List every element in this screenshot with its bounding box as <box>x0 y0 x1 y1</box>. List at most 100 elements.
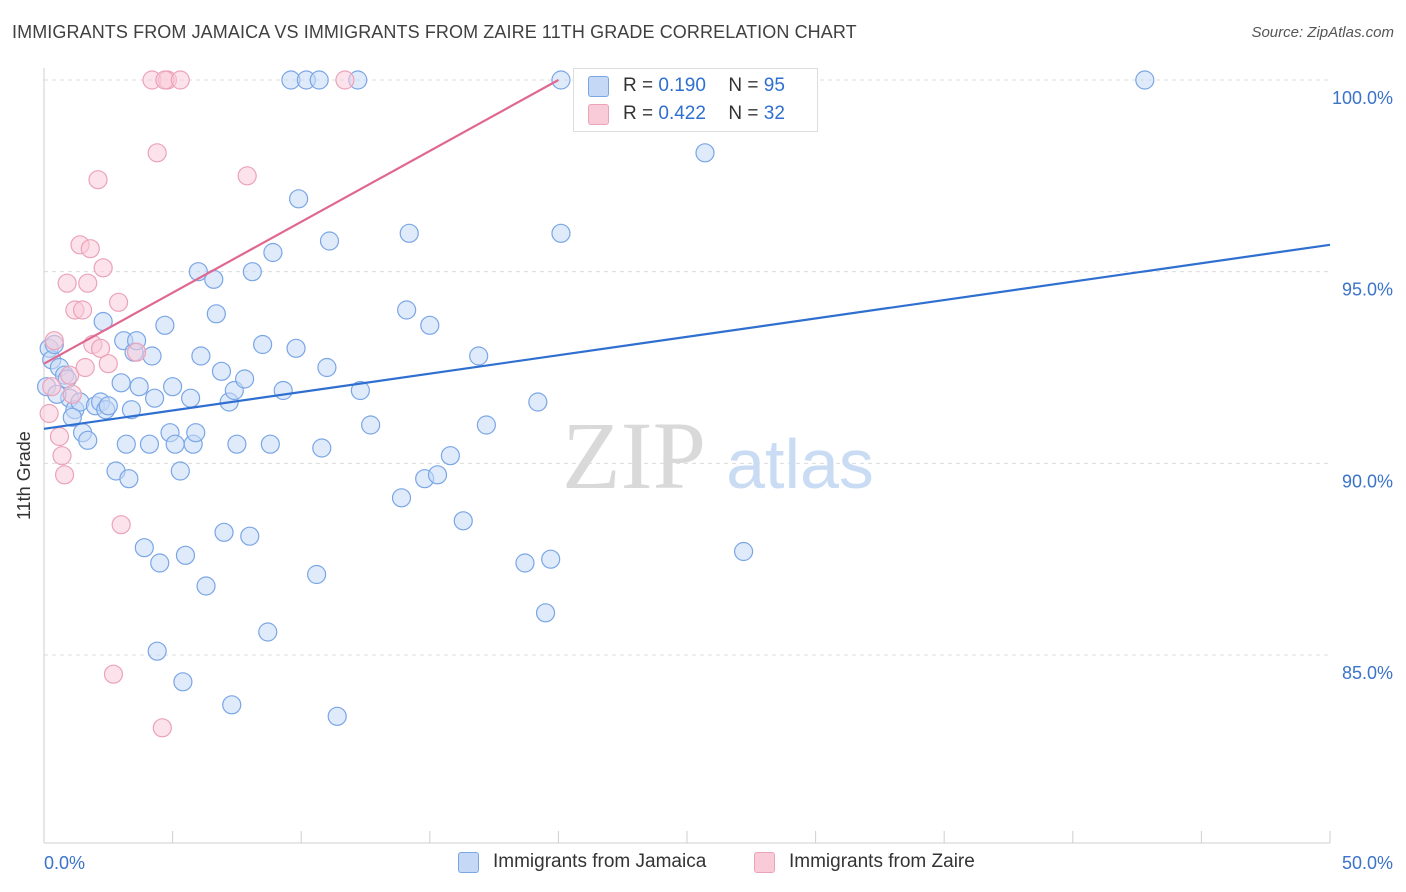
jamaica-point <box>98 396 118 416</box>
n-value: 95 <box>763 75 785 96</box>
jamaica-point <box>116 434 136 454</box>
jamaica-point <box>191 346 211 366</box>
jamaica-point <box>427 465 448 485</box>
zaire-swatch <box>588 103 609 125</box>
watermark-zip: ZIP <box>562 402 706 509</box>
jamaica-point <box>469 346 489 366</box>
y-tick-labels: 85.0% 90.0% 95.0% 100.0% <box>1332 88 1393 683</box>
jamaica-point <box>186 423 206 443</box>
n-label: N = <box>728 103 759 124</box>
legend-item-jamaica[interactable]: Immigrants from Jamaica <box>458 851 706 873</box>
legend-label-jamaica: Immigrants from Jamaica <box>493 851 707 872</box>
jamaica-point <box>309 70 329 90</box>
jamaica-point <box>327 706 347 726</box>
jamaica-point <box>319 231 340 251</box>
zaire-point <box>62 384 82 404</box>
y-tick-label: 100.0% <box>1332 88 1393 108</box>
y-tick-label: 95.0% <box>1342 280 1393 300</box>
jamaica-point <box>111 373 131 393</box>
zaire-point <box>111 515 131 535</box>
jamaica-point <box>147 641 167 661</box>
jamaica-point <box>242 262 262 282</box>
jamaica-point <box>165 434 185 454</box>
jamaica-point <box>515 553 535 573</box>
zaire-swatch <box>754 851 775 873</box>
zaire-point <box>75 357 95 378</box>
n-value: 32 <box>763 103 785 124</box>
zaire-point <box>147 143 167 163</box>
jamaica-point <box>420 315 440 335</box>
axes <box>43 68 1331 844</box>
zaire-point <box>335 70 355 90</box>
jamaica-point <box>260 434 280 454</box>
jamaica-point <box>312 438 332 458</box>
jamaica-point <box>733 541 754 562</box>
x-tick-labels: 0.0% 50.0% <box>44 853 1393 873</box>
zaire-point <box>57 273 77 293</box>
jamaica-point <box>181 388 201 408</box>
jamaica-points <box>36 70 1155 726</box>
jamaica-point <box>134 538 154 558</box>
jamaica-point <box>541 549 561 569</box>
jamaica-point <box>139 434 160 454</box>
jamaica-point <box>307 564 327 585</box>
legend-label-zaire: Immigrants from Zaire <box>789 851 975 872</box>
y-axis-label: 11th Grade <box>14 431 34 520</box>
chart-title: IMMIGRANTS FROM JAMAICA VS IMMIGRANTS FR… <box>12 22 857 42</box>
zaire-point <box>49 426 70 447</box>
correlation-legend: R = 0.190 N = 95 R = 0.422 N = 32 <box>573 68 818 132</box>
jamaica-point <box>695 143 715 163</box>
zaire-point <box>80 239 100 259</box>
jamaica-point <box>453 511 473 531</box>
r-value: 0.422 <box>658 103 706 124</box>
source-credit: Source: ZipAtlas.com <box>1251 24 1394 41</box>
zipatlas-watermark: ZIP atlas <box>562 402 874 509</box>
jamaica-point <box>214 522 234 542</box>
x-tick-label: 0.0% <box>44 853 85 873</box>
jamaica-point <box>391 488 412 508</box>
zaire-point <box>54 465 75 485</box>
jamaica-point <box>196 576 216 596</box>
jamaica-point <box>170 461 190 481</box>
zaire-points <box>39 70 355 738</box>
legend-item-zaire[interactable]: Immigrants from Zaire <box>754 851 975 873</box>
zaire-point <box>52 446 72 466</box>
jamaica-point <box>129 377 149 397</box>
zaire-point <box>60 365 80 385</box>
jamaica-point <box>350 380 370 401</box>
jamaica-point <box>399 223 419 243</box>
jamaica-point <box>551 70 571 90</box>
jamaica-point <box>317 357 337 378</box>
jamaica-point <box>175 545 196 565</box>
jamaica-point <box>263 242 283 263</box>
zaire-point <box>78 273 98 293</box>
jamaica-point <box>551 223 571 243</box>
zaire-point <box>88 170 108 190</box>
zaire-point <box>152 718 172 738</box>
r-value: 0.190 <box>658 75 706 96</box>
jamaica-point <box>397 300 417 320</box>
zaire-point <box>39 403 59 424</box>
r-label: R = <box>623 103 654 124</box>
jamaica-point <box>258 622 278 642</box>
jamaica-point <box>1135 70 1155 90</box>
x-tick-label: 50.0% <box>1342 853 1393 873</box>
zaire-point <box>90 338 111 358</box>
trend-lines <box>43 79 1331 430</box>
jamaica-point <box>163 377 183 397</box>
jamaica-trend-line <box>43 243 1331 430</box>
jamaica-point <box>528 392 548 412</box>
zaire-point <box>237 166 257 186</box>
jamaica-point <box>121 400 142 420</box>
y-tick-label: 85.0% <box>1342 663 1393 683</box>
jamaica-point <box>361 415 381 435</box>
zaire-point <box>108 292 129 312</box>
jamaica-point <box>227 434 247 454</box>
zaire-point <box>126 342 147 362</box>
jamaica-point <box>286 338 306 358</box>
zaire-point <box>93 258 113 278</box>
legend-row-jamaica: R = 0.190 N = 95 <box>588 72 785 100</box>
zaire-point <box>98 354 118 374</box>
r-label: R = <box>623 75 654 96</box>
